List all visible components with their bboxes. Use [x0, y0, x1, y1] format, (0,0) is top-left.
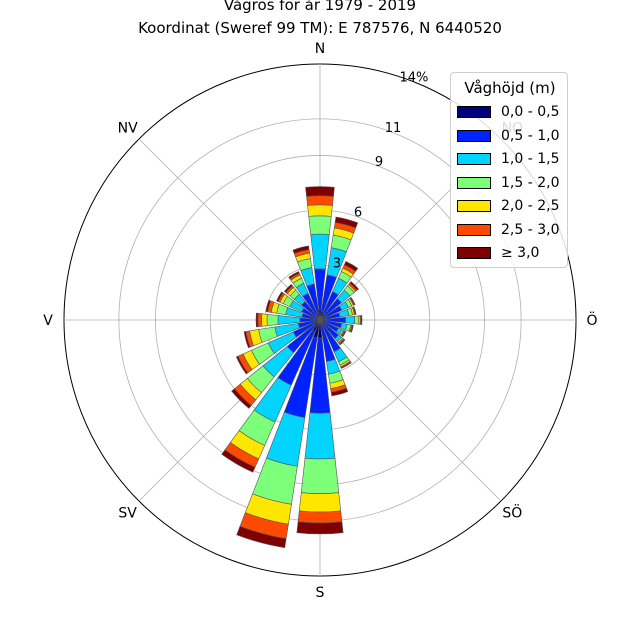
bar-segment: [292, 245, 310, 254]
bar-segment: [283, 283, 293, 293]
bar-segment: [307, 204, 333, 217]
legend-label: 2,5 - 3,0: [501, 221, 560, 238]
legend-swatch: [457, 129, 491, 142]
legend-label: 0,0 - 0,5: [501, 104, 560, 120]
direction-label: SV: [118, 505, 137, 521]
radial-tick-label: 14%: [400, 70, 429, 85]
chart-title: Vågros för år 1979 - 2019: [223, 0, 417, 14]
radial-tick-label: 9: [375, 155, 383, 170]
bar-segment: [334, 216, 359, 229]
bar-segment: [345, 315, 356, 325]
legend-swatch: [457, 176, 491, 189]
grid-spoke: [319, 319, 502, 502]
bar-segment: [360, 315, 363, 325]
direction-label: N: [315, 41, 325, 57]
bar-segment: [349, 281, 359, 291]
bar-segment: [306, 195, 334, 206]
bar-segment: [300, 457, 340, 495]
direction-label: V: [43, 313, 53, 329]
radial-tick-label: 3: [333, 256, 341, 271]
bars: [221, 186, 363, 549]
legend-swatch: [457, 200, 491, 212]
bar-segment: [350, 324, 354, 333]
bar-segment: [266, 313, 279, 327]
bar-segment: [277, 315, 301, 325]
bar-segment: [276, 291, 284, 302]
direction-label: SÖ: [502, 503, 522, 521]
chart-subtitle: Koordinat (Sweref 99 TM): E 787576, N 64…: [138, 19, 502, 37]
legend-entry: 1,5 - 2,0: [457, 174, 567, 192]
bar-segment: [352, 306, 357, 315]
bar-segment: [288, 271, 300, 280]
bar-segment: [221, 449, 256, 473]
bar-segment: [339, 339, 346, 346]
bar-segment: [354, 315, 359, 325]
legend-label: 2,0 - 2,5: [501, 198, 560, 214]
legend-label: ≥ 3,0: [501, 245, 540, 261]
direction-label: NV: [118, 121, 138, 137]
bar-segment: [297, 510, 343, 524]
bar-segment: [341, 330, 347, 338]
bar-segment: [305, 186, 335, 197]
bar-segment: [330, 387, 349, 397]
bar-segment: [265, 299, 271, 313]
legend-title: Våghöjd (m): [464, 79, 556, 97]
bar-segment: [310, 233, 330, 270]
legend-swatch: [457, 153, 491, 165]
legend: Våghöjd (m) 0,0 - 0,5 0,5 - 1,0 1,0 - 1,5 1…: [450, 72, 568, 268]
bar-segment: [255, 312, 259, 328]
bar-segment: [343, 261, 359, 272]
legend-entry: 0,0 - 0,5: [457, 103, 567, 121]
bar-segment: [231, 388, 252, 409]
bar-segment: [257, 312, 263, 328]
direction-label: Ö: [586, 311, 597, 329]
bar-segment: [308, 215, 332, 235]
legend-entry: 2,5 - 3,0: [457, 221, 567, 239]
bar-segment: [298, 492, 342, 513]
bar-segment: [296, 521, 344, 535]
radial-tick-label: 11: [385, 121, 402, 136]
bar-segment: [261, 313, 268, 327]
direction-label: S: [316, 585, 325, 601]
bar-segment: [235, 355, 249, 375]
radial-tick-label: 6: [354, 206, 362, 221]
legend-swatch: [457, 223, 491, 236]
legend-label: 1,0 - 1,5: [501, 151, 560, 167]
legend-label: 1,5 - 2,0: [501, 174, 560, 191]
legend-entry: 2,0 - 2,5: [457, 197, 567, 215]
legend-swatch: [457, 106, 491, 118]
legend-entry: 0,5 - 1,0: [457, 127, 567, 145]
bar-segment: [304, 412, 336, 460]
legend-label: 0,5 - 1,0: [501, 127, 560, 144]
legend-entry: 1,0 - 1,5: [457, 150, 567, 168]
bar-segment: [340, 361, 352, 369]
legend-entry: ≥ 3,0: [457, 244, 567, 262]
bar-segment: [243, 331, 251, 349]
bar-segment: [349, 296, 356, 306]
bar-segment: [236, 525, 287, 549]
legend-swatch: [457, 247, 491, 259]
